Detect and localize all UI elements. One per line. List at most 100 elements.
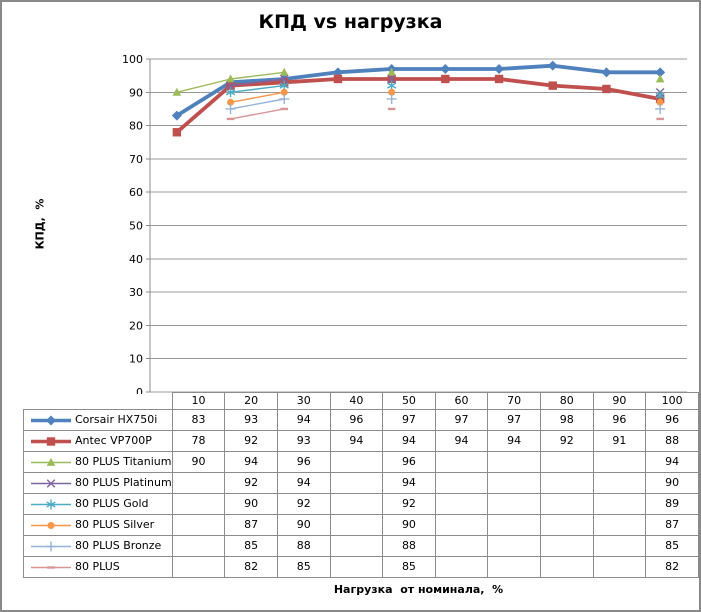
data-table: 10 20 30 40 50 60 70 80 90 100 Corsair HX750i 83 93 9…	[23, 392, 699, 578]
x-category-header: 20	[224, 392, 278, 410]
table-header-row: 10 20 30 40 50 60 70 80 90 100	[24, 392, 699, 410]
value-cell: 78	[171, 430, 226, 452]
value-cell: 91	[592, 430, 647, 452]
value-cell: 85	[224, 535, 278, 557]
y-tick-label: 40	[129, 253, 143, 266]
series-name: 80 PLUS Titanium	[75, 455, 172, 468]
value-cell	[434, 556, 489, 578]
value-cell	[592, 472, 647, 494]
legend-marker-icon	[31, 415, 71, 425]
table-corner-cell	[24, 393, 173, 410]
value-cell	[434, 472, 489, 494]
legend-cell: 80 PLUS Bronze	[23, 535, 173, 557]
legend-marker-icon	[31, 436, 71, 446]
value-cell: 97	[382, 409, 436, 431]
table-row: Corsair HX750i 83 93 94 96 97 97 97 98 96 96	[23, 409, 699, 431]
table-row: 80 PLUS Bronze 85 88 88 85	[23, 535, 699, 557]
value-cell: 90	[224, 493, 278, 515]
value-cell: 90	[645, 472, 699, 494]
value-cell	[592, 493, 647, 515]
x-category-header: 50	[382, 392, 436, 410]
series-name: Corsair HX750i	[75, 413, 158, 426]
value-cell	[434, 451, 489, 473]
value-cell	[171, 472, 226, 494]
legend-marker-icon	[31, 499, 71, 509]
value-cell: 94	[382, 472, 436, 494]
value-cell	[487, 514, 541, 536]
table-row: 80 PLUS Silver 87 90 90 87	[23, 514, 699, 536]
value-cell	[539, 514, 594, 536]
x-axis-title: Нагрузка от номинала, %	[333, 583, 504, 596]
y-tick-label: 80	[129, 120, 143, 133]
series-name: 80 PLUS Gold	[75, 497, 149, 510]
value-cell: 92	[276, 493, 331, 515]
value-cell: 89	[645, 493, 699, 515]
x-category-header: 80	[539, 392, 594, 410]
value-cell: 93	[276, 430, 331, 452]
value-cell: 92	[539, 430, 594, 452]
legend-cell: 80 PLUS	[23, 556, 173, 578]
series-line	[231, 99, 661, 109]
legend-marker-icon	[31, 478, 71, 488]
legend-marker-icon	[31, 457, 71, 466]
value-cell: 87	[224, 514, 278, 536]
table-row: 80 PLUS Gold 90 92 92 89	[23, 493, 699, 515]
value-cell: 97	[487, 409, 541, 431]
value-cell	[434, 514, 489, 536]
value-cell: 94	[276, 409, 331, 431]
table-row: 80 PLUS Titanium 90 94 96 96 94	[23, 451, 699, 473]
value-cell	[487, 493, 541, 515]
value-cell: 82	[224, 556, 278, 578]
value-cell	[329, 493, 384, 515]
value-cell: 94	[276, 472, 331, 494]
series-name: 80 PLUS Platinum	[75, 476, 172, 489]
value-cell: 96	[592, 409, 647, 431]
table-row: 80 PLUS Platinum 92 94 94 90	[23, 472, 699, 494]
value-cell	[487, 472, 541, 494]
x-category-header: 10	[171, 392, 226, 410]
value-cell	[171, 514, 226, 536]
value-cell	[539, 556, 594, 578]
legend-marker-icon	[31, 565, 71, 569]
value-cell: 85	[382, 556, 436, 578]
x-category-header: 70	[487, 392, 541, 410]
value-cell: 87	[645, 514, 699, 536]
value-cell: 92	[224, 430, 278, 452]
series-markers	[172, 67, 665, 96]
value-cell	[539, 535, 594, 557]
y-tick-label: 30	[129, 286, 143, 299]
value-cell	[487, 535, 541, 557]
y-tick-label: 50	[129, 220, 143, 233]
value-cell: 88	[645, 430, 699, 452]
x-category-header: 100	[645, 392, 699, 410]
y-tick-label: 20	[129, 319, 143, 332]
value-cell: 90	[276, 514, 331, 536]
series-line	[174, 63, 663, 118]
legend-marker-icon	[31, 541, 71, 551]
value-cell: 94	[434, 430, 489, 452]
table-row: 80 PLUS 82 85 85 82	[23, 556, 699, 578]
y-tick-label: 10	[129, 353, 143, 366]
value-cell: 97	[434, 409, 489, 431]
value-cell: 94	[382, 430, 436, 452]
value-cell: 85	[276, 556, 331, 578]
value-cell: 96	[329, 409, 384, 431]
value-cell	[329, 556, 384, 578]
legend-cell: 80 PLUS Silver	[23, 514, 173, 536]
value-cell	[592, 514, 647, 536]
value-cell: 98	[539, 409, 594, 431]
value-cell: 94	[645, 451, 699, 473]
value-cell	[329, 514, 384, 536]
legend-cell: Corsair HX750i	[23, 409, 173, 431]
value-cell: 90	[171, 451, 226, 473]
value-cell: 88	[382, 535, 436, 557]
series-name: 80 PLUS Silver	[75, 518, 155, 531]
series-line	[231, 92, 661, 102]
value-cell: 85	[645, 535, 699, 557]
value-cell: 83	[171, 409, 226, 431]
legend-cell: Antec VP700P	[23, 430, 173, 452]
value-cell	[329, 535, 384, 557]
value-cell	[539, 472, 594, 494]
y-tick-label: 60	[129, 186, 143, 199]
